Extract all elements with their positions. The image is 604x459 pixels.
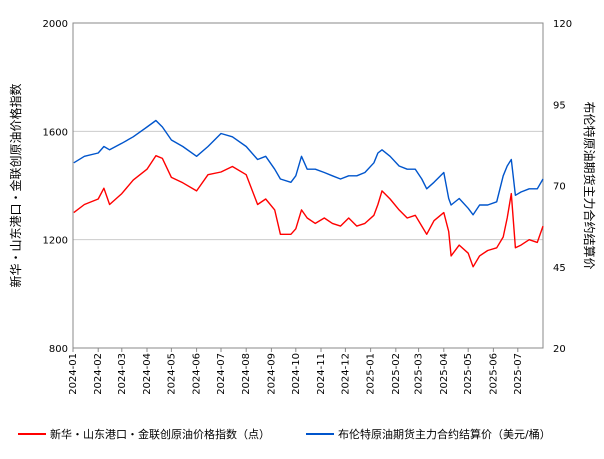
left-axis-ticks: 800 1200 1600 2000 bbox=[43, 19, 68, 355]
x-tick-label: 2024-03 bbox=[117, 353, 128, 395]
x-tick-label: 2025-02 bbox=[391, 353, 402, 395]
series-line-index bbox=[73, 154, 544, 268]
series-lines bbox=[73, 119, 544, 268]
x-tick-label: 2024-11 bbox=[316, 353, 327, 395]
right-tick-label: 120 bbox=[553, 19, 572, 30]
x-tick-label: 2024-09 bbox=[266, 353, 277, 395]
left-tick-label: 800 bbox=[49, 344, 68, 355]
x-tick-label: 2024-04 bbox=[142, 353, 153, 395]
x-tick-label: 2025-06 bbox=[488, 353, 499, 395]
right-tick-label: 20 bbox=[553, 344, 566, 355]
right-tick-label: 70 bbox=[553, 182, 566, 193]
x-tick-label: 2025-04 bbox=[439, 353, 450, 395]
x-tick-label: 2024-07 bbox=[216, 353, 227, 395]
left-tick-label: 1600 bbox=[43, 127, 68, 138]
x-tick-label: 2024-10 bbox=[291, 353, 302, 395]
x-tick-label: 2024-05 bbox=[166, 353, 177, 395]
x-tick-label: 2024-12 bbox=[340, 353, 351, 395]
right-tick-label: 95 bbox=[553, 100, 566, 111]
left-tick-label: 1200 bbox=[43, 236, 68, 247]
left-tick-label: 2000 bbox=[43, 19, 68, 30]
legend-label-brent: 布伦特原油期货主力合约结算价（美元/桶） bbox=[338, 427, 551, 441]
x-tick-label: 2025-05 bbox=[463, 353, 474, 395]
x-tick-label: 2024-08 bbox=[241, 353, 252, 395]
x-tick-label: 2024-01 bbox=[68, 353, 79, 395]
x-axis-ticks: 2024-01 2024-02 2024-03 2024-04 2024-05 2024-… bbox=[68, 348, 524, 395]
x-tick-label: 2025-03 bbox=[414, 353, 425, 395]
grid-lines bbox=[73, 130, 543, 241]
left-axis-title: 新华・山东港口・金联创原油价格指数 bbox=[8, 83, 23, 287]
x-tick-label: 2024-06 bbox=[192, 353, 203, 395]
legend-label-index: 新华・山东港口・金联创原油价格指数（点） bbox=[50, 427, 270, 441]
right-axis-ticks: 20 45 70 95 120 bbox=[553, 19, 572, 355]
right-axis-title: 布伦特原油期货主力合约结算价 bbox=[582, 101, 597, 269]
plot-area-frame bbox=[72, 22, 544, 349]
series-line-brent bbox=[73, 119, 544, 216]
right-tick-label: 45 bbox=[553, 263, 566, 274]
legend: 新华・山东港口・金联创原油价格指数（点） 布伦特原油期货主力合约结算价（美元/桶… bbox=[18, 427, 551, 441]
x-tick-label: 2024-02 bbox=[93, 353, 104, 395]
x-tick-label: 2025-07 bbox=[513, 353, 524, 395]
x-tick-label: 2025-01 bbox=[366, 353, 377, 395]
